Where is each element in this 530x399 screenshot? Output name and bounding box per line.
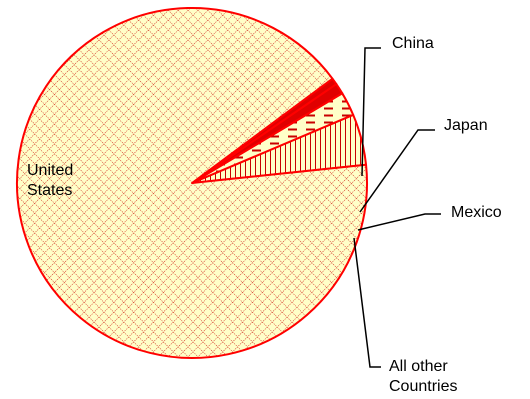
leader-line-china xyxy=(361,47,381,177)
label-japan-line-1: Japan xyxy=(444,117,488,134)
label-united-states-line-2: States xyxy=(27,182,72,199)
leader-line-mexico xyxy=(357,213,441,231)
label-mexico-line-1: Mexico xyxy=(451,204,502,221)
label-united-states: United States xyxy=(27,162,73,199)
label-china-line-1: China xyxy=(392,35,434,52)
label-japan: Japan xyxy=(444,117,488,134)
label-all-other-countries-line-2: Countries xyxy=(389,378,457,395)
label-mexico: Mexico xyxy=(451,204,502,221)
leader-lines xyxy=(353,47,441,368)
pie-slices xyxy=(15,7,368,359)
slice-labels: China Japan Mexico All other Countries United… xyxy=(27,35,502,395)
label-china: China xyxy=(392,35,434,52)
slice-united-states xyxy=(15,7,368,359)
leader-line-japan xyxy=(359,129,435,213)
label-all-other-countries-line-1: All other xyxy=(389,358,448,375)
label-united-states-line-1: United xyxy=(27,162,73,179)
leader-line-all-other-countries xyxy=(353,237,381,368)
label-all-other-countries: All other Countries xyxy=(389,358,457,395)
